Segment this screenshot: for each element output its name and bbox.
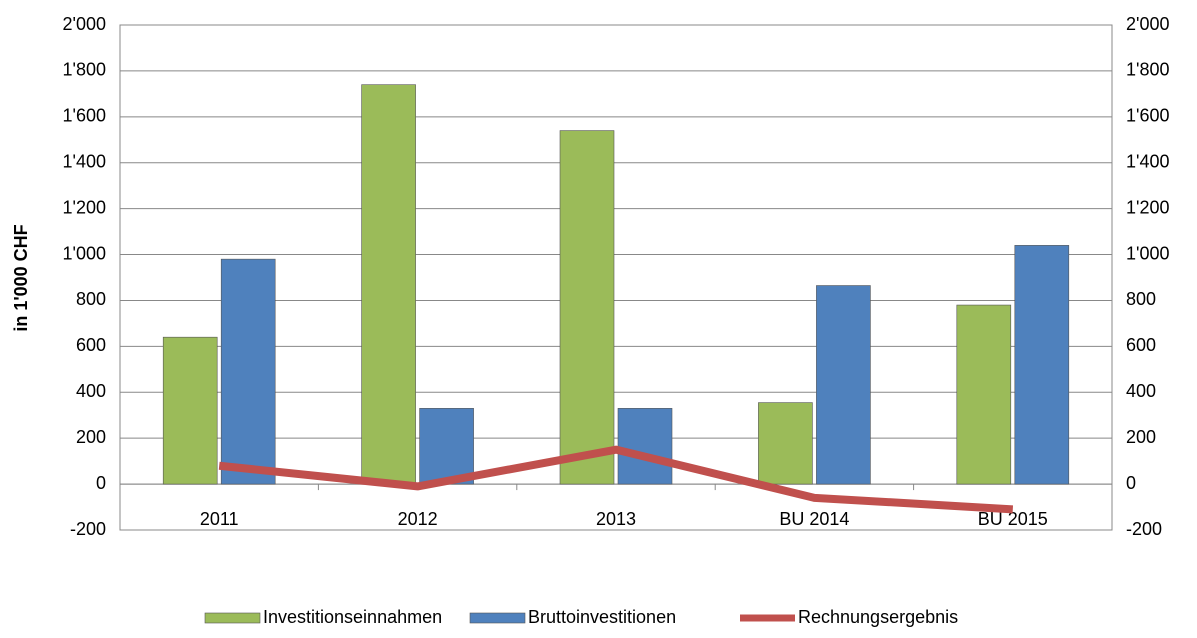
x-tick-label: 2011 (200, 509, 239, 529)
y-tick-label: 0 (96, 473, 106, 493)
legend-swatch (204, 612, 261, 624)
line (218, 445, 1014, 514)
x-tick-label: BU 2014 (779, 509, 849, 529)
bar (758, 402, 813, 485)
y-tick-label: 800 (76, 289, 106, 309)
y2-tick-label: 1'200 (1126, 197, 1169, 217)
bar (617, 408, 673, 485)
legend-label: Bruttoinvestitionen (528, 607, 676, 627)
y-tick-label: 400 (76, 381, 106, 401)
y2-tick-label: 400 (1126, 381, 1156, 401)
y2-tick-label: 800 (1126, 289, 1156, 309)
y2-tick-label: 2'000 (1126, 14, 1169, 34)
y2-tick-label: 0 (1126, 473, 1136, 493)
bar (816, 285, 871, 485)
bar (1014, 245, 1070, 485)
y2-tick-label: 1'800 (1126, 60, 1169, 80)
y-tick-label: 2'000 (63, 14, 106, 34)
y-tick-label: 600 (76, 335, 106, 355)
legend-label: Investitionseinnahmen (263, 607, 442, 627)
y-axis-label: in 1'000 CHF (11, 224, 31, 331)
x-tick-label: 2013 (596, 509, 636, 529)
x-tick-label: BU 2015 (978, 509, 1048, 529)
y2-tick-label: 1'400 (1126, 151, 1169, 171)
bar (162, 336, 218, 485)
y-tick-label: 200 (76, 427, 106, 447)
legend-swatch (469, 612, 526, 624)
legend-label: Rechnungsergebnis (798, 607, 958, 627)
y-tick-label: 1'800 (63, 60, 106, 80)
y-tick-label: 1'000 (63, 243, 106, 263)
bar (559, 130, 615, 485)
bar (419, 408, 474, 485)
y-tick-label: 1'400 (63, 151, 106, 171)
y-tick-label: -200 (70, 519, 106, 539)
y-tick-label: 1'200 (63, 197, 106, 217)
bar (361, 84, 416, 485)
bar (220, 258, 276, 485)
plot-frame (119, 24, 1113, 531)
bar (956, 304, 1012, 485)
y2-tick-label: 200 (1126, 427, 1156, 447)
y-tick-label: 1'600 (63, 106, 106, 126)
x-tick-label: 2012 (398, 509, 438, 529)
y2-tick-label: 1'000 (1126, 243, 1169, 263)
y2-tick-label: 1'600 (1126, 106, 1169, 126)
y2-tick-label: -200 (1126, 519, 1162, 539)
y2-tick-label: 600 (1126, 335, 1156, 355)
